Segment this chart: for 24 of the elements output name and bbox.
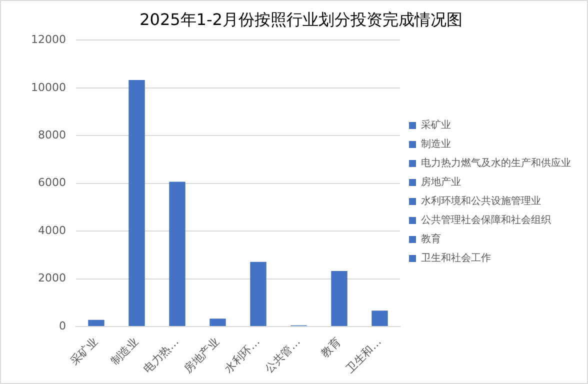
x-tick-label: 水利环… xyxy=(222,335,262,376)
chart-title: 2025年1-2月份按照行业划分投资完成情况图 xyxy=(140,10,462,29)
y-tick-label: 4000 xyxy=(38,224,66,237)
x-tick-label: 房地产业 xyxy=(182,335,222,376)
legend-label: 教育 xyxy=(421,233,441,246)
y-tick-label: 10000 xyxy=(30,80,66,94)
x-tick-label: 教育 xyxy=(318,335,344,360)
x-tick-label: 卫生和… xyxy=(344,335,384,376)
y-tick-label: 2000 xyxy=(38,272,66,285)
x-tick-label: 制造业 xyxy=(108,335,141,368)
legend-label: 水利环境和公共设施管理业 xyxy=(421,195,541,208)
x-tick-label: 公共管… xyxy=(262,335,303,376)
legend-label: 卫生和社会工作 xyxy=(421,252,491,264)
legend-label: 采矿业 xyxy=(421,119,451,132)
legend-label: 房地产业 xyxy=(421,176,461,188)
x-tick-label: 采矿业 xyxy=(68,335,100,368)
y-tick-label: 0 xyxy=(58,319,66,332)
x-tick-label: 电力热… xyxy=(141,335,182,376)
y-tick-label: 6000 xyxy=(38,176,66,190)
legend-label: 公共管理社会保障和社会组织 xyxy=(421,214,551,226)
legend-label: 电力热力燃气及水的生产和供应业 xyxy=(421,157,571,170)
legend-label: 制造业 xyxy=(421,138,451,150)
y-tick-label: 12000 xyxy=(30,33,66,46)
y-tick-label: 8000 xyxy=(38,128,66,142)
